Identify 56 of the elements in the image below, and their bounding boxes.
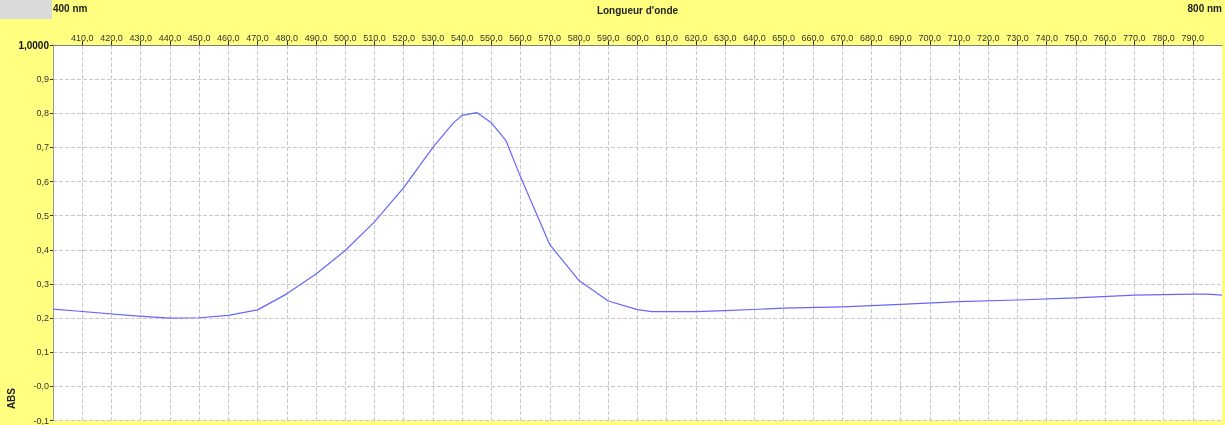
x-tick-label: 790,0	[1181, 32, 1205, 43]
x-tick-label: 410,0	[70, 32, 94, 43]
y-tick-label: 0,3	[36, 278, 49, 289]
y-tick-label: 0,6	[36, 176, 49, 187]
y-tick-label: 0,9	[36, 74, 49, 85]
x-tick-label: 720,0	[976, 32, 1000, 43]
x-tick-label: 620,0	[684, 32, 708, 43]
x-tick-label: 640,0	[743, 32, 766, 43]
x-tick-label: 590,0	[597, 32, 620, 43]
x-tick-label: 730,0	[1006, 32, 1029, 43]
x-axis-title: Longueur d'onde	[596, 4, 679, 16]
x-tick-label: 680,0	[860, 32, 883, 43]
x-tick-label: 520,0	[392, 32, 415, 43]
y-tick-label: 0,2	[36, 313, 49, 324]
x-tick-label: 690,0	[889, 32, 912, 43]
y-tick-label: -0,0	[33, 381, 49, 392]
x-tick-label: 660,0	[801, 32, 825, 43]
y-tick-label: 1,0000	[18, 39, 50, 51]
y-tick-label: 0,5	[36, 210, 49, 221]
x-tick-label: 670,0	[830, 32, 854, 43]
x-tick-label: 580,0	[567, 32, 591, 43]
x-tick-label: 490,0	[304, 32, 328, 43]
x-tick-label: 760,0	[1093, 32, 1117, 43]
y-tick-label: 0,1	[36, 347, 49, 358]
x-tick-label: 500,0	[333, 32, 357, 43]
x-tick-label: 630,0	[713, 32, 737, 43]
y-axis-title: ABS	[5, 387, 17, 410]
x-tick-label: 750,0	[1064, 32, 1088, 43]
x-tick-label: 450,0	[187, 32, 211, 43]
x-tick-label: 610,0	[655, 32, 678, 43]
x-tick-label: 780,0	[1152, 32, 1175, 43]
line-series	[52, 111, 1223, 319]
y-tick-label: 0,8	[36, 108, 49, 119]
x-tick-label: 480,0	[275, 32, 299, 43]
text: 800 nm	[1187, 2, 1223, 14]
x-tick-label: 770,0	[1123, 32, 1146, 43]
x-tick-label: 650,0	[772, 32, 795, 43]
x-tick-label: 530,0	[421, 32, 445, 43]
x-tick-label: 710,0	[947, 32, 971, 43]
text: 400 nm	[53, 2, 88, 14]
x-tick-label: 570,0	[538, 32, 562, 43]
x-tick-label: 740,0	[1035, 32, 1058, 43]
x-tick-label: 440,0	[158, 32, 182, 43]
x-tick-label: 560,0	[509, 32, 532, 43]
x-tick-label: 420,0	[100, 32, 123, 43]
y-tick-label: -0,1	[33, 415, 49, 425]
x-tick-label: 700,0	[918, 32, 942, 43]
x-tick-label: 430,0	[129, 32, 152, 43]
x-tick-label: 510,0	[363, 32, 386, 43]
x-tick-label: 460,0	[217, 32, 240, 43]
x-tick-label: 540,0	[450, 32, 474, 43]
x-tick-label: 600,0	[626, 32, 649, 43]
y-tick-label: 0,4	[36, 244, 49, 255]
x-tick-label: 550,0	[480, 32, 503, 43]
x-tick-label: 470,0	[246, 32, 269, 43]
y-tick-label: 0,7	[36, 142, 49, 153]
